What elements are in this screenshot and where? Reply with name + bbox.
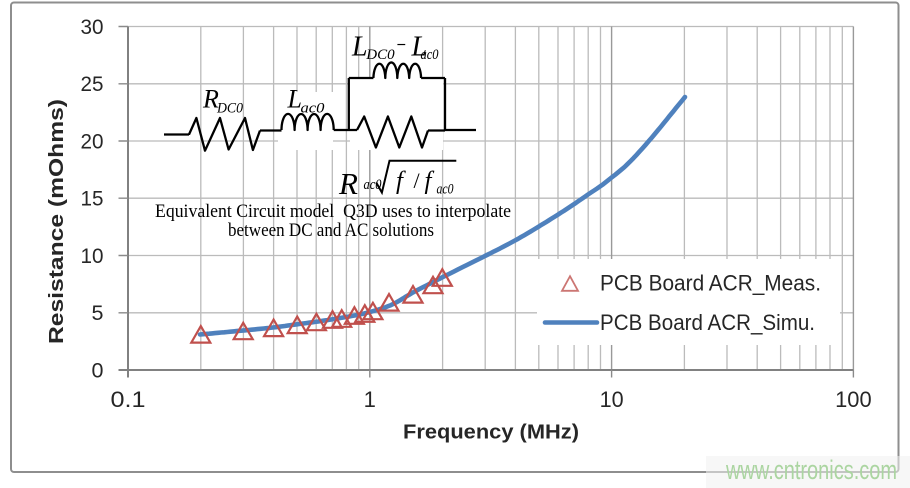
svg-text:L: L bbox=[287, 85, 302, 114]
svg-text:PCB Board ACR_Simu.: PCB Board ACR_Simu. bbox=[600, 310, 815, 335]
svg-text:ac0: ac0 bbox=[421, 47, 439, 63]
svg-text:www.cntronics.com: www.cntronics.com bbox=[725, 455, 897, 485]
svg-text:5: 5 bbox=[92, 301, 104, 325]
svg-text:−: − bbox=[397, 33, 407, 59]
svg-text:R: R bbox=[338, 166, 358, 201]
svg-text:10: 10 bbox=[600, 387, 624, 412]
svg-text:Equivalent Circuit model Q3D: Equivalent Circuit model Q3D uses to int… bbox=[155, 201, 511, 222]
svg-text:0.1: 0.1 bbox=[111, 387, 146, 412]
svg-text:25: 25 bbox=[81, 72, 104, 96]
svg-text:L: L bbox=[411, 32, 428, 63]
svg-text:DC0: DC0 bbox=[365, 47, 395, 63]
svg-text:ac0: ac0 bbox=[364, 177, 382, 193]
svg-text:10: 10 bbox=[81, 244, 104, 268]
svg-text:30: 30 bbox=[81, 15, 104, 39]
svg-text:DC0: DC0 bbox=[216, 101, 243, 117]
svg-text:0: 0 bbox=[92, 358, 104, 382]
svg-text:f: f bbox=[425, 168, 435, 195]
svg-text:R: R bbox=[202, 85, 219, 114]
svg-text:15: 15 bbox=[81, 187, 104, 211]
svg-text:ac0: ac0 bbox=[437, 182, 454, 198]
svg-text:1: 1 bbox=[364, 387, 376, 412]
svg-text:20: 20 bbox=[81, 129, 104, 153]
svg-text:L: L bbox=[351, 32, 368, 63]
svg-text:ac0: ac0 bbox=[301, 101, 326, 117]
svg-text:/: / bbox=[414, 168, 421, 193]
svg-text:Frequency (MHz): Frequency (MHz) bbox=[403, 422, 579, 444]
svg-text:Resistance (mOhms): Resistance (mOhms) bbox=[46, 99, 68, 344]
svg-text:between DC and AC solutions: between DC and AC solutions bbox=[228, 220, 434, 241]
svg-text:100: 100 bbox=[835, 387, 872, 412]
svg-text:PCB Board ACR_Meas.: PCB Board ACR_Meas. bbox=[600, 271, 821, 296]
svg-text:f: f bbox=[396, 168, 406, 195]
